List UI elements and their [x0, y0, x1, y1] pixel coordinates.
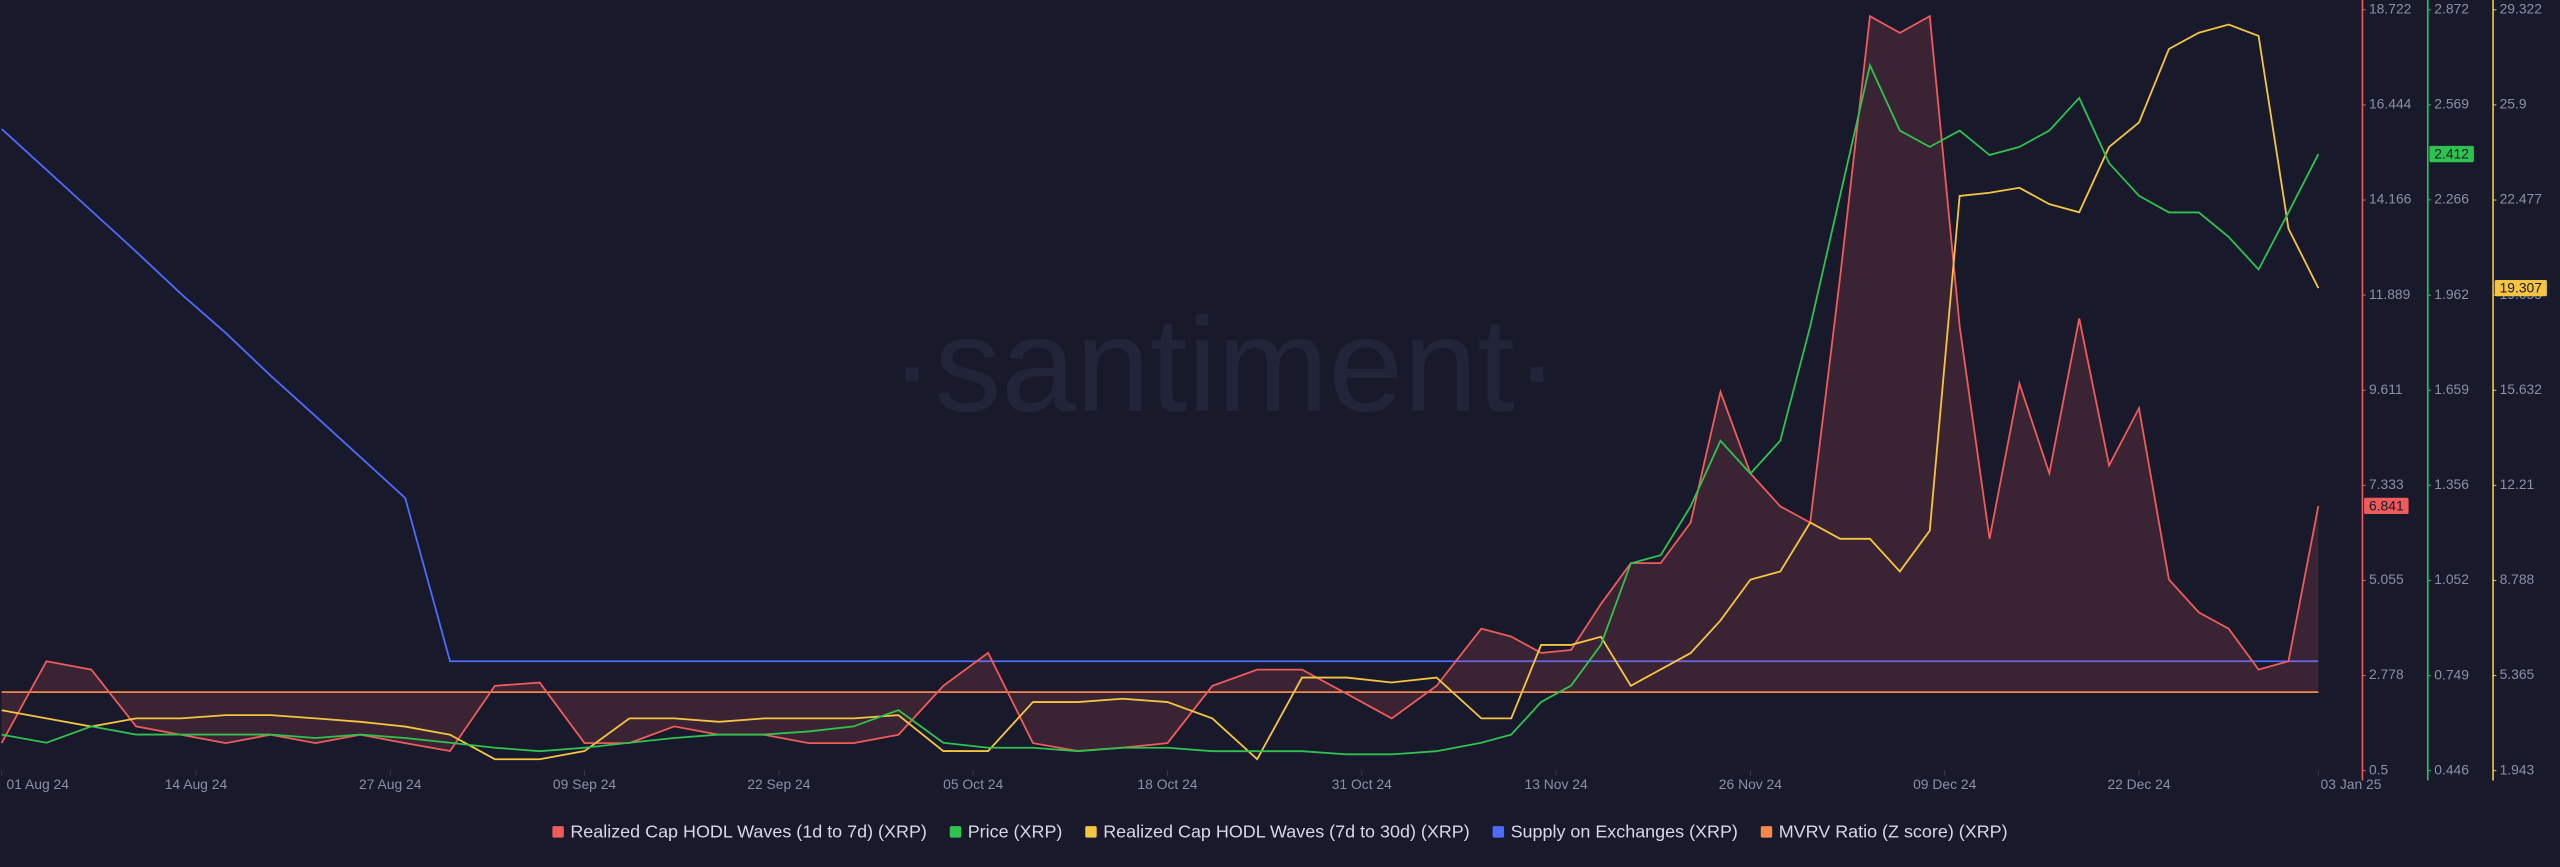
y-tick-label: 29.322	[2500, 0, 2543, 16]
legend-swatch	[1760, 826, 1773, 838]
x-tick-label: 13 Nov 24	[1524, 776, 1587, 792]
last-value-badge	[2364, 497, 2409, 515]
last-value-label: 2.412	[2434, 146, 2469, 162]
y-tick-label: 5.055	[2369, 571, 2404, 587]
x-tick-label: 01 Aug 24	[7, 776, 70, 792]
series-line	[1, 128, 2319, 663]
x-tick-label: 09 Sep 24	[553, 776, 616, 792]
legend-swatch	[1492, 826, 1505, 838]
y-tick-label: 1.356	[2434, 476, 2469, 492]
y-tick-label: 2.266	[2434, 191, 2469, 207]
legend-label: MVRV Ratio (Z score) (XRP)	[1779, 821, 2008, 841]
x-tick-label: 05 Oct 24	[943, 776, 1003, 792]
legend-item: MVRV Ratio (Z score) (XRP)	[1760, 821, 2008, 841]
legend-swatch	[552, 826, 564, 838]
y-tick-label: 0.5	[2369, 761, 2389, 777]
y-tick-label: 1.659	[2434, 381, 2469, 397]
legend-item: Supply on Exchanges (XRP)	[1492, 821, 1738, 841]
x-tick-label: 22 Sep 24	[747, 776, 810, 792]
y-tick-label: 2.872	[2434, 0, 2469, 16]
y-tick-label: 1.943	[2500, 761, 2535, 777]
last-value-label: 19.307	[2500, 280, 2543, 296]
legend-swatch	[1085, 826, 1097, 838]
y-tick-label: 9.611	[2369, 381, 2403, 397]
last-value-label: 6.841	[2369, 497, 2404, 513]
y-tick-label: 15.632	[2500, 381, 2543, 397]
x-tick-label: 14 Aug 24	[165, 776, 228, 792]
x-tick-label: 03 Jan 25	[2321, 776, 2382, 792]
series-line	[1, 62, 2320, 756]
y-tick-label: 14.166	[2369, 191, 2412, 207]
y-tick-label: 25.9	[2500, 96, 2527, 112]
x-tick-label: 27 Aug 24	[359, 776, 422, 792]
area-fill	[1, 16, 2319, 752]
y-tick-label: 18.722	[2369, 0, 2412, 16]
legend-label: Realized Cap HODL Waves (7d to 30d) (XRP…	[1103, 821, 1470, 841]
y-tick-label: 7.333	[2369, 476, 2404, 492]
legend-label: Realized Cap HODL Waves (1d to 7d) (XRP)	[570, 821, 927, 841]
x-tick-label: 26 Nov 24	[1719, 776, 1782, 792]
y-tick-label: 11.889	[2369, 286, 2411, 302]
legend-label: Supply on Exchanges (XRP)	[1511, 821, 1738, 841]
x-tick-label: 22 Dec 24	[2107, 776, 2170, 792]
x-tick-label: 18 Oct 24	[1137, 776, 1197, 792]
y-tick-label: 5.365	[2500, 666, 2535, 682]
y-tick-label: 16.444	[2369, 96, 2412, 112]
legend-label: Price (XRP)	[968, 821, 1063, 841]
y-tick-label: 1.962	[2434, 286, 2469, 302]
legend-item: Realized Cap HODL Waves (7d to 30d) (XRP…	[1085, 821, 1470, 841]
y-tick-label: 22.477	[2500, 191, 2543, 207]
y-tick-label: 2.569	[2434, 96, 2469, 112]
series-line	[0, 14, 2320, 753]
series-line	[1, 23, 2320, 761]
legend-item: Price (XRP)	[949, 821, 1063, 841]
legend-swatch	[949, 826, 962, 838]
watermark: ·santiment·	[890, 291, 1559, 440]
last-value-badge	[2429, 145, 2474, 163]
legend: Realized Cap HODL Waves (1d to 7d) (XRP)…	[552, 821, 2008, 841]
x-tick-label: 09 Dec 24	[1913, 776, 1976, 792]
y-tick-label: 8.788	[2500, 571, 2535, 587]
last-value-badge	[2494, 279, 2547, 297]
y-tick-label: 0.749	[2434, 666, 2469, 682]
legend-item: Realized Cap HODL Waves (1d to 7d) (XRP)	[552, 821, 927, 841]
y-tick-label: 1.052	[2434, 571, 2469, 587]
y-tick-label: 2.778	[2369, 666, 2404, 682]
y-tick-label: 0.446	[2434, 761, 2469, 777]
y-tick-label: 12.21	[2500, 476, 2535, 492]
x-tick-label: 31 Oct 24	[1332, 776, 1392, 792]
